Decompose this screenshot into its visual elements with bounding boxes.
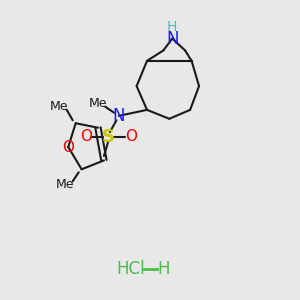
Text: N: N	[112, 107, 125, 125]
Text: N: N	[166, 29, 178, 47]
Text: H: H	[167, 20, 178, 34]
Text: O: O	[80, 129, 92, 144]
Text: HCl: HCl	[116, 260, 145, 278]
Text: O: O	[62, 140, 74, 154]
Text: H: H	[157, 260, 170, 278]
Text: Me: Me	[89, 98, 107, 110]
Text: S: S	[102, 128, 115, 146]
Text: Me: Me	[50, 100, 69, 113]
Text: O: O	[125, 129, 137, 144]
Text: Me: Me	[56, 178, 74, 191]
